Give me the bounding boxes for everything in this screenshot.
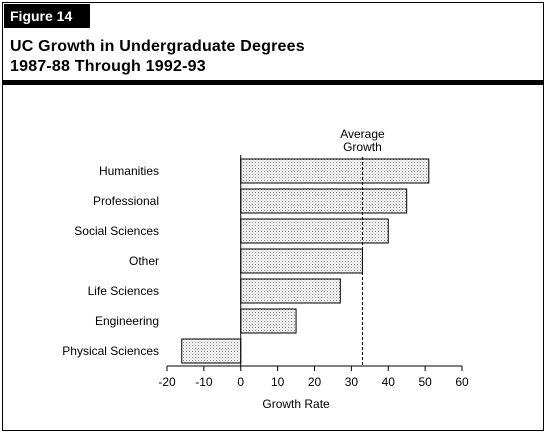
chart-title-line2: 1987-88 Through 1992-93 — [10, 58, 206, 75]
bar-professional — [240, 188, 408, 214]
category-label-professional: Professional — [93, 194, 159, 208]
x-tick-label: 10 — [271, 375, 285, 389]
x-tick-label: 60 — [455, 375, 469, 389]
x-tick-label: 40 — [382, 375, 396, 389]
chart-title: UC Growth in Undergraduate Degrees 1987-… — [10, 37, 305, 77]
category-label-humanities: Humanities — [99, 164, 159, 178]
bar-other — [240, 248, 363, 274]
category-label-other: Other — [129, 254, 159, 268]
average-growth-label-line2: Growth — [343, 140, 382, 154]
bar-humanities — [240, 158, 430, 184]
x-tick-label: 0 — [237, 375, 244, 389]
bar-social-sciences — [240, 218, 389, 244]
figure-frame — [2, 2, 544, 431]
category-label-social-sciences: Social Sciences — [74, 224, 159, 238]
average-growth-label-line1: Average — [340, 127, 385, 141]
category-label-physical-sciences: Physical Sciences — [62, 344, 159, 358]
x-tick-label: -10 — [195, 375, 213, 389]
bar-physical-sciences — [181, 338, 242, 364]
chart-title-line1: UC Growth in Undergraduate Degrees — [10, 38, 305, 55]
category-label-life-sciences: Life Sciences — [88, 284, 159, 298]
x-tick-label: 20 — [308, 375, 322, 389]
figure-label: Figure 14 — [4, 4, 90, 28]
category-label-engineering: Engineering — [95, 314, 159, 328]
x-tick-label: 30 — [345, 375, 359, 389]
x-tick-label: 50 — [418, 375, 432, 389]
title-rule — [2, 80, 544, 85]
x-tick-label: -20 — [158, 375, 176, 389]
bar-engineering — [240, 308, 297, 334]
bar-life-sciences — [240, 278, 341, 304]
x-axis-label: Growth Rate — [262, 397, 330, 411]
